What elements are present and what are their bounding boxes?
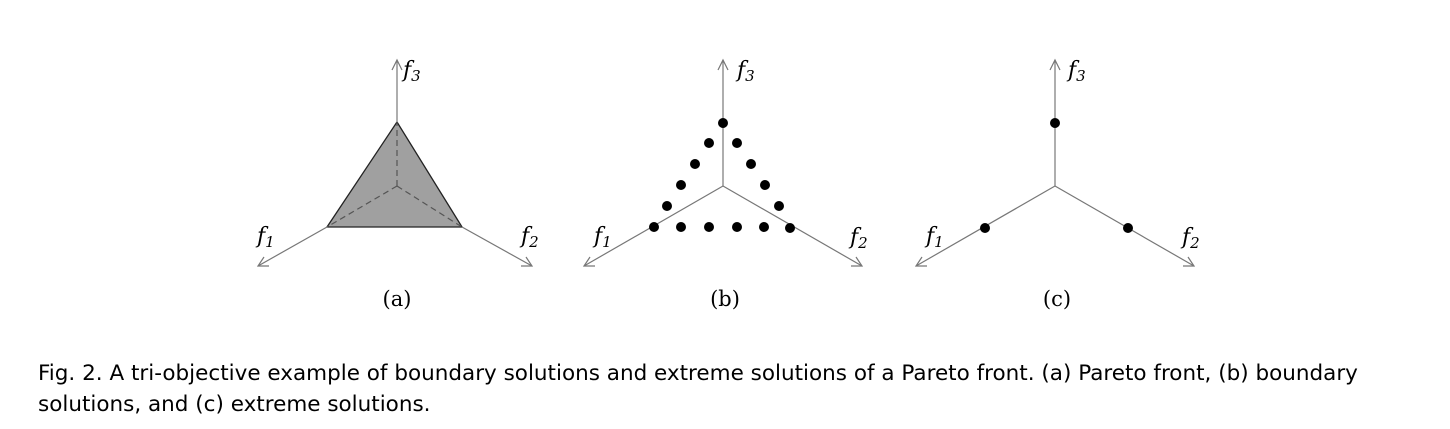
arrowhead-f3	[717, 58, 729, 71]
boundary-point	[649, 222, 659, 232]
axis-label-f2: f2	[519, 224, 539, 251]
axis-label-f1: f1	[255, 224, 275, 251]
panel-label-a: (a)	[383, 287, 412, 311]
hidden-axis-f1	[326, 185, 398, 228]
boundary-point	[676, 222, 686, 232]
panel-b: f3 f1 f2 (b)	[582, 58, 868, 311]
arrowhead-f1	[914, 256, 927, 267]
boundary-point	[704, 222, 714, 232]
boundary-point	[746, 159, 756, 169]
boundary-point	[760, 180, 770, 190]
extreme-point-f1	[980, 223, 990, 233]
boundary-point	[718, 118, 728, 128]
arrowhead-f2	[521, 256, 534, 267]
axis-label-f2: f2	[848, 225, 868, 252]
arrowhead-f3	[1049, 58, 1061, 71]
extreme-point-f2	[1123, 223, 1133, 233]
boundary-point	[676, 180, 686, 190]
boundary-point	[759, 222, 769, 232]
pareto-front-triangle	[325, 120, 464, 228]
boundary-point	[662, 201, 672, 211]
axis-label-f3: f3	[735, 58, 755, 85]
boundary-point	[690, 159, 700, 169]
extreme-point-f3	[1050, 118, 1060, 128]
figure-caption: Fig. 2. A tri-objective example of bound…	[38, 361, 1358, 417]
boundary-point	[704, 138, 714, 148]
arrowhead-f2	[1183, 256, 1196, 267]
boundary-point	[732, 138, 742, 148]
hidden-axis-f2	[396, 185, 463, 228]
axis-label-f1: f1	[592, 224, 612, 251]
arrowhead-f2	[851, 256, 864, 267]
axis-label-f3: f3	[1066, 58, 1086, 85]
axis-label-f3: f3	[401, 58, 421, 85]
arrowhead-f3	[391, 58, 403, 71]
arrowhead-f1	[582, 256, 595, 267]
axis-f2	[461, 226, 533, 267]
panel-c: f3 f1 f2 (c)	[914, 58, 1200, 311]
panel-label-b: (b)	[710, 287, 740, 311]
axis-label-f2: f2	[1180, 225, 1200, 252]
axis-label-f1: f1	[924, 224, 944, 251]
panel-a: f3 f1 f2 (a)	[255, 58, 539, 311]
boundary-point	[774, 201, 784, 211]
panel-label-c: (c)	[1043, 287, 1071, 311]
boundary-point	[785, 223, 795, 233]
boundary-point	[732, 222, 742, 232]
axis-f1	[257, 226, 328, 267]
arrowhead-f1	[256, 256, 269, 267]
